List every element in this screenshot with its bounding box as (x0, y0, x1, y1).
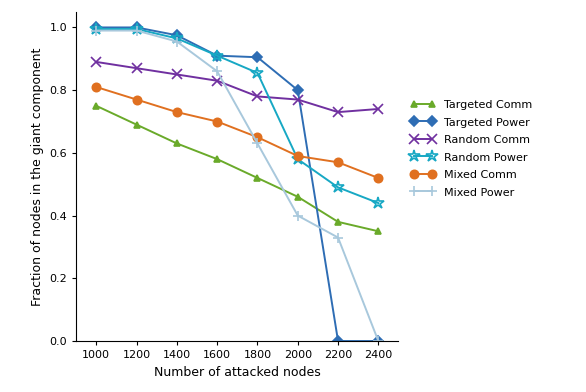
Targeted Comm (254, 176, 261, 180)
Random Comm (294, 97, 301, 102)
Targeted Power (214, 53, 221, 58)
Mixed Comm (133, 97, 140, 102)
Random Comm (93, 60, 100, 64)
Targeted Power (294, 88, 301, 93)
Random Comm (335, 110, 342, 114)
Targeted Power (375, 339, 382, 343)
Line: Targeted Comm: Targeted Comm (93, 102, 382, 235)
Mixed Power (335, 235, 342, 240)
Random Power (375, 201, 382, 205)
Random Power (294, 157, 301, 162)
Targeted Comm (93, 103, 100, 108)
Mixed Comm (173, 110, 180, 114)
Random Power (335, 185, 342, 190)
Line: Targeted Power: Targeted Power (93, 24, 382, 345)
Targeted Power (254, 55, 261, 60)
Mixed Power (214, 69, 221, 74)
Y-axis label: Fraction of nodes in the giant component: Fraction of nodes in the giant component (31, 47, 44, 306)
Line: Mixed Comm: Mixed Comm (92, 83, 383, 182)
Mixed Comm (294, 154, 301, 158)
Mixed Power (375, 339, 382, 343)
Mixed Power (173, 39, 180, 44)
Legend: Targeted Comm, Targeted Power, Random Comm, Random Power, Mixed Comm, Mixed Powe: Targeted Comm, Targeted Power, Random Co… (410, 100, 532, 198)
Targeted Comm (133, 122, 140, 127)
Random Power (133, 27, 140, 31)
Targeted Comm (214, 157, 221, 162)
Targeted Comm (173, 141, 180, 146)
Targeted Comm (375, 229, 382, 234)
Random Power (93, 27, 100, 31)
Targeted Power (93, 25, 100, 30)
Mixed Power (93, 28, 100, 33)
Targeted Power (173, 33, 180, 38)
Mixed Power (133, 28, 140, 33)
Random Comm (173, 72, 180, 77)
Mixed Power (254, 141, 261, 146)
Random Power (214, 53, 221, 58)
Random Comm (254, 94, 261, 99)
Random Comm (375, 107, 382, 111)
Line: Random Comm: Random Comm (91, 57, 383, 117)
Targeted Comm (335, 220, 342, 224)
Mixed Comm (335, 160, 342, 165)
Line: Random Power: Random Power (90, 23, 384, 209)
X-axis label: Number of attacked nodes: Number of attacked nodes (154, 366, 321, 379)
Targeted Comm (294, 194, 301, 199)
Mixed Power (294, 213, 301, 218)
Mixed Comm (93, 85, 100, 89)
Random Power (173, 36, 180, 41)
Random Comm (214, 78, 221, 83)
Targeted Power (133, 25, 140, 30)
Mixed Comm (214, 119, 221, 124)
Random Power (254, 71, 261, 75)
Mixed Comm (254, 135, 261, 140)
Random Comm (133, 66, 140, 71)
Line: Mixed Power: Mixed Power (91, 26, 383, 346)
Mixed Comm (375, 176, 382, 180)
Targeted Power (335, 339, 342, 343)
